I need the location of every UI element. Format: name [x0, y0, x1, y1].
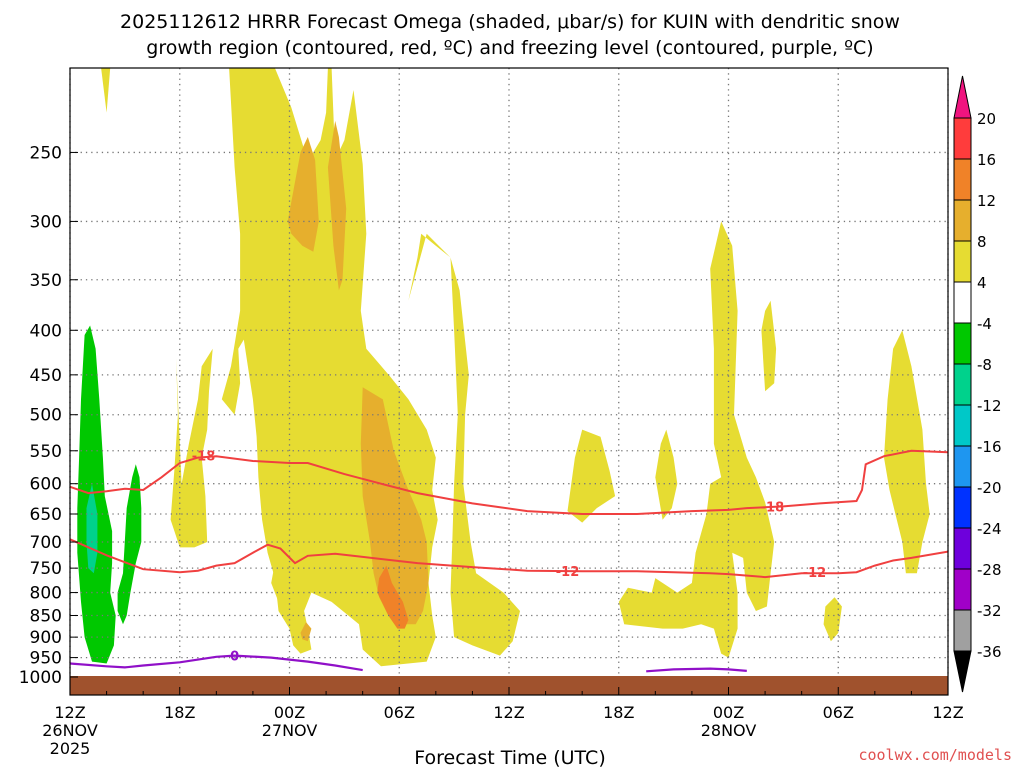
omega-area-4to8 [655, 429, 678, 520]
colorbar-label: 8 [977, 233, 987, 251]
y-tick-label: 550 [30, 442, 62, 462]
dgz-upper-contour [70, 449, 948, 515]
colorbar-swatch [953, 363, 972, 406]
colorbar-label: -28 [977, 561, 1002, 579]
x-tick-label: 18Z [603, 703, 634, 722]
omega-area-4to8 [408, 233, 520, 656]
y-tick-label: 1000 [19, 668, 62, 688]
colorbar-label: 12 [977, 192, 996, 210]
chart-title-line2: growth region (contoured, red, ºC) and f… [146, 37, 873, 59]
colorbar-label: -4 [977, 315, 992, 333]
y-tick-label: 600 [30, 475, 62, 495]
colorbar-label: -20 [977, 479, 1002, 497]
y-tick-label: 500 [30, 406, 62, 426]
colorbar-label: -16 [977, 438, 1002, 456]
colorbar-swatch [953, 609, 972, 652]
omega-area-neg4to8 [77, 325, 116, 664]
y-tick-label: 450 [30, 366, 62, 386]
colorbar-swatch [953, 527, 972, 570]
x-tick-label: 00Z [713, 703, 744, 722]
x-tick-date: 26NOV [42, 721, 98, 740]
y-tick-label: 850 [30, 607, 62, 627]
omega-area-8to12 [287, 137, 319, 252]
x-axis-label: Forecast Time (UTC) [414, 747, 605, 768]
colorbar: 20 16 12 8 4 -4 -8 -12 -16 -20 -24 -28 -32 -36 [953, 75, 1002, 693]
x-tick-date: 28NOV [701, 721, 757, 740]
omega-area-neg4to8 [117, 464, 142, 625]
chart-title-line1: 2025112612 HRRR Forecast Omega (shaded, … [120, 11, 900, 33]
omega-area-4to8 [170, 348, 213, 548]
omega-area-4to8 [823, 597, 842, 642]
y-tick-label: 350 [30, 271, 62, 291]
x-tick-label: 00Z [274, 703, 305, 722]
contour-group: -18 -18 -12 -12 0 [70, 449, 948, 673]
colorbar-bottom-cap [953, 650, 972, 693]
y-tick-label: 650 [30, 505, 62, 525]
x-tick-date: 27NOV [262, 721, 318, 740]
dgz-upper-label: -18 [192, 450, 216, 465]
x-tick-label: 12Z [932, 703, 963, 722]
x-tick-label: 12Z [493, 703, 524, 722]
colorbar-label: -24 [977, 520, 1002, 538]
omega-area-4to8 [761, 300, 777, 392]
colorbar-label: 16 [977, 151, 996, 169]
colorbar-label: -8 [977, 356, 992, 374]
colorbar-label: 4 [977, 274, 987, 292]
colorbar-top-cap [953, 75, 972, 119]
dgz-lower-label: -12 [803, 566, 827, 581]
omega-area-4to8 [271, 552, 299, 602]
x-tick-label: 06Z [823, 703, 854, 722]
omega-area-4to8 [101, 68, 111, 113]
omega-area-4to8 [618, 221, 775, 658]
colorbar-label: -12 [977, 397, 1002, 415]
dgz-upper-label: -18 [761, 500, 785, 515]
y-tick-label: 700 [30, 533, 62, 553]
colorbar-swatch [953, 281, 972, 324]
y-tick-label: 250 [30, 143, 62, 163]
colorbar-swatch [953, 199, 972, 242]
omega-area-4to8 [567, 429, 616, 523]
colorbar-swatch [953, 117, 972, 160]
y-tick-label: 400 [30, 321, 62, 341]
colorbar-swatch [953, 158, 972, 201]
colorbar-swatch [953, 568, 972, 611]
colorbar-label: 20 [977, 110, 996, 128]
x-tick-label: 18Z [164, 703, 195, 722]
y-axis: 2503003504004505005506006507007508008509… [19, 143, 78, 688]
y-tick-label: 950 [30, 649, 62, 669]
x-tick-label: 12Z [54, 703, 85, 722]
credit-text: coolwx.com/models [858, 746, 1012, 764]
x-tick-year: 2025 [50, 739, 91, 758]
colorbar-swatch [953, 240, 972, 283]
colorbar-swatch [953, 486, 972, 529]
contour-lines: -18 -18 -12 -12 0 [70, 449, 948, 673]
colorbar-swatch [953, 322, 972, 365]
freezing-level-label: 0 [230, 650, 239, 665]
x-tick-label: 06Z [384, 703, 415, 722]
freezing-level-contour [70, 654, 363, 672]
y-tick-label: 300 [30, 212, 62, 232]
colorbar-label: -32 [977, 602, 1002, 620]
colorbar-swatch [953, 445, 972, 488]
colorbar-label: -36 [977, 643, 1002, 661]
omega-area-8to12 [360, 387, 429, 625]
dgz-lower-label: -12 [556, 565, 580, 580]
y-tick-label: 800 [30, 584, 62, 604]
y-tick-label: 750 [30, 559, 62, 579]
freezing-level-contour [646, 667, 747, 673]
dgz-lower-contour [70, 538, 948, 579]
y-tick-label: 900 [30, 628, 62, 648]
omega-shading [77, 68, 930, 667]
omega-area-12to16 [377, 565, 409, 629]
omega-area-8to12 [327, 120, 347, 291]
colorbar-swatch [953, 404, 972, 447]
omega-shading-group [77, 68, 930, 667]
